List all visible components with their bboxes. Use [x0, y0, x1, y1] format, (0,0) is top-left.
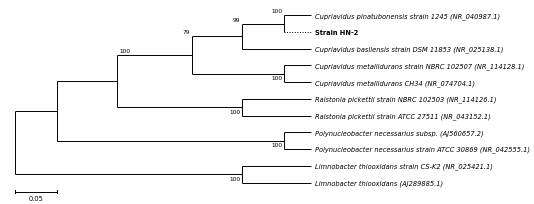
Text: Limnobacter thiooxidans (AJ289885.1): Limnobacter thiooxidans (AJ289885.1) — [316, 179, 444, 186]
Text: 100: 100 — [120, 49, 131, 54]
Text: 100: 100 — [271, 76, 282, 81]
Text: Polynucleobacter necessarius strain ATCC 30869 (NR_042555.1): Polynucleobacter necessarius strain ATCC… — [316, 146, 530, 153]
Text: 100: 100 — [271, 9, 282, 14]
Text: Cupriavidus metallidurans CH34 (NR_074704.1): Cupriavidus metallidurans CH34 (NR_07470… — [316, 79, 475, 86]
Text: Cupriavidus pinatubonensis strain 1245 (NR_040987.1): Cupriavidus pinatubonensis strain 1245 (… — [316, 13, 500, 20]
Text: 99: 99 — [233, 18, 240, 23]
Text: Cupriavidus basilensis strain DSM 11853 (NR_025138.1): Cupriavidus basilensis strain DSM 11853 … — [316, 46, 504, 53]
Text: Ralstonia pickettii strain NBRC 102503 (NR_114126.1): Ralstonia pickettii strain NBRC 102503 (… — [316, 96, 497, 103]
Text: Ralstonia pickettii strain ATCC 27511 (NR_043152.1): Ralstonia pickettii strain ATCC 27511 (N… — [316, 113, 491, 119]
Text: 100: 100 — [229, 176, 240, 181]
Text: Strain HN-2: Strain HN-2 — [316, 30, 359, 36]
Text: Polynucleobacter necessarius subsp. (AJ560657.2): Polynucleobacter necessarius subsp. (AJ5… — [316, 129, 484, 136]
Text: Limnobacter thiooxidans strain CS-K2 (NR_025421.1): Limnobacter thiooxidans strain CS-K2 (NR… — [316, 163, 493, 169]
Text: 100: 100 — [229, 109, 240, 114]
Text: Cupriavidus metallidurans strain NBRC 102507 (NR_114128.1): Cupriavidus metallidurans strain NBRC 10… — [316, 63, 525, 69]
Text: 0.05: 0.05 — [29, 195, 44, 201]
Text: 100: 100 — [271, 143, 282, 148]
Text: 79: 79 — [183, 30, 191, 35]
